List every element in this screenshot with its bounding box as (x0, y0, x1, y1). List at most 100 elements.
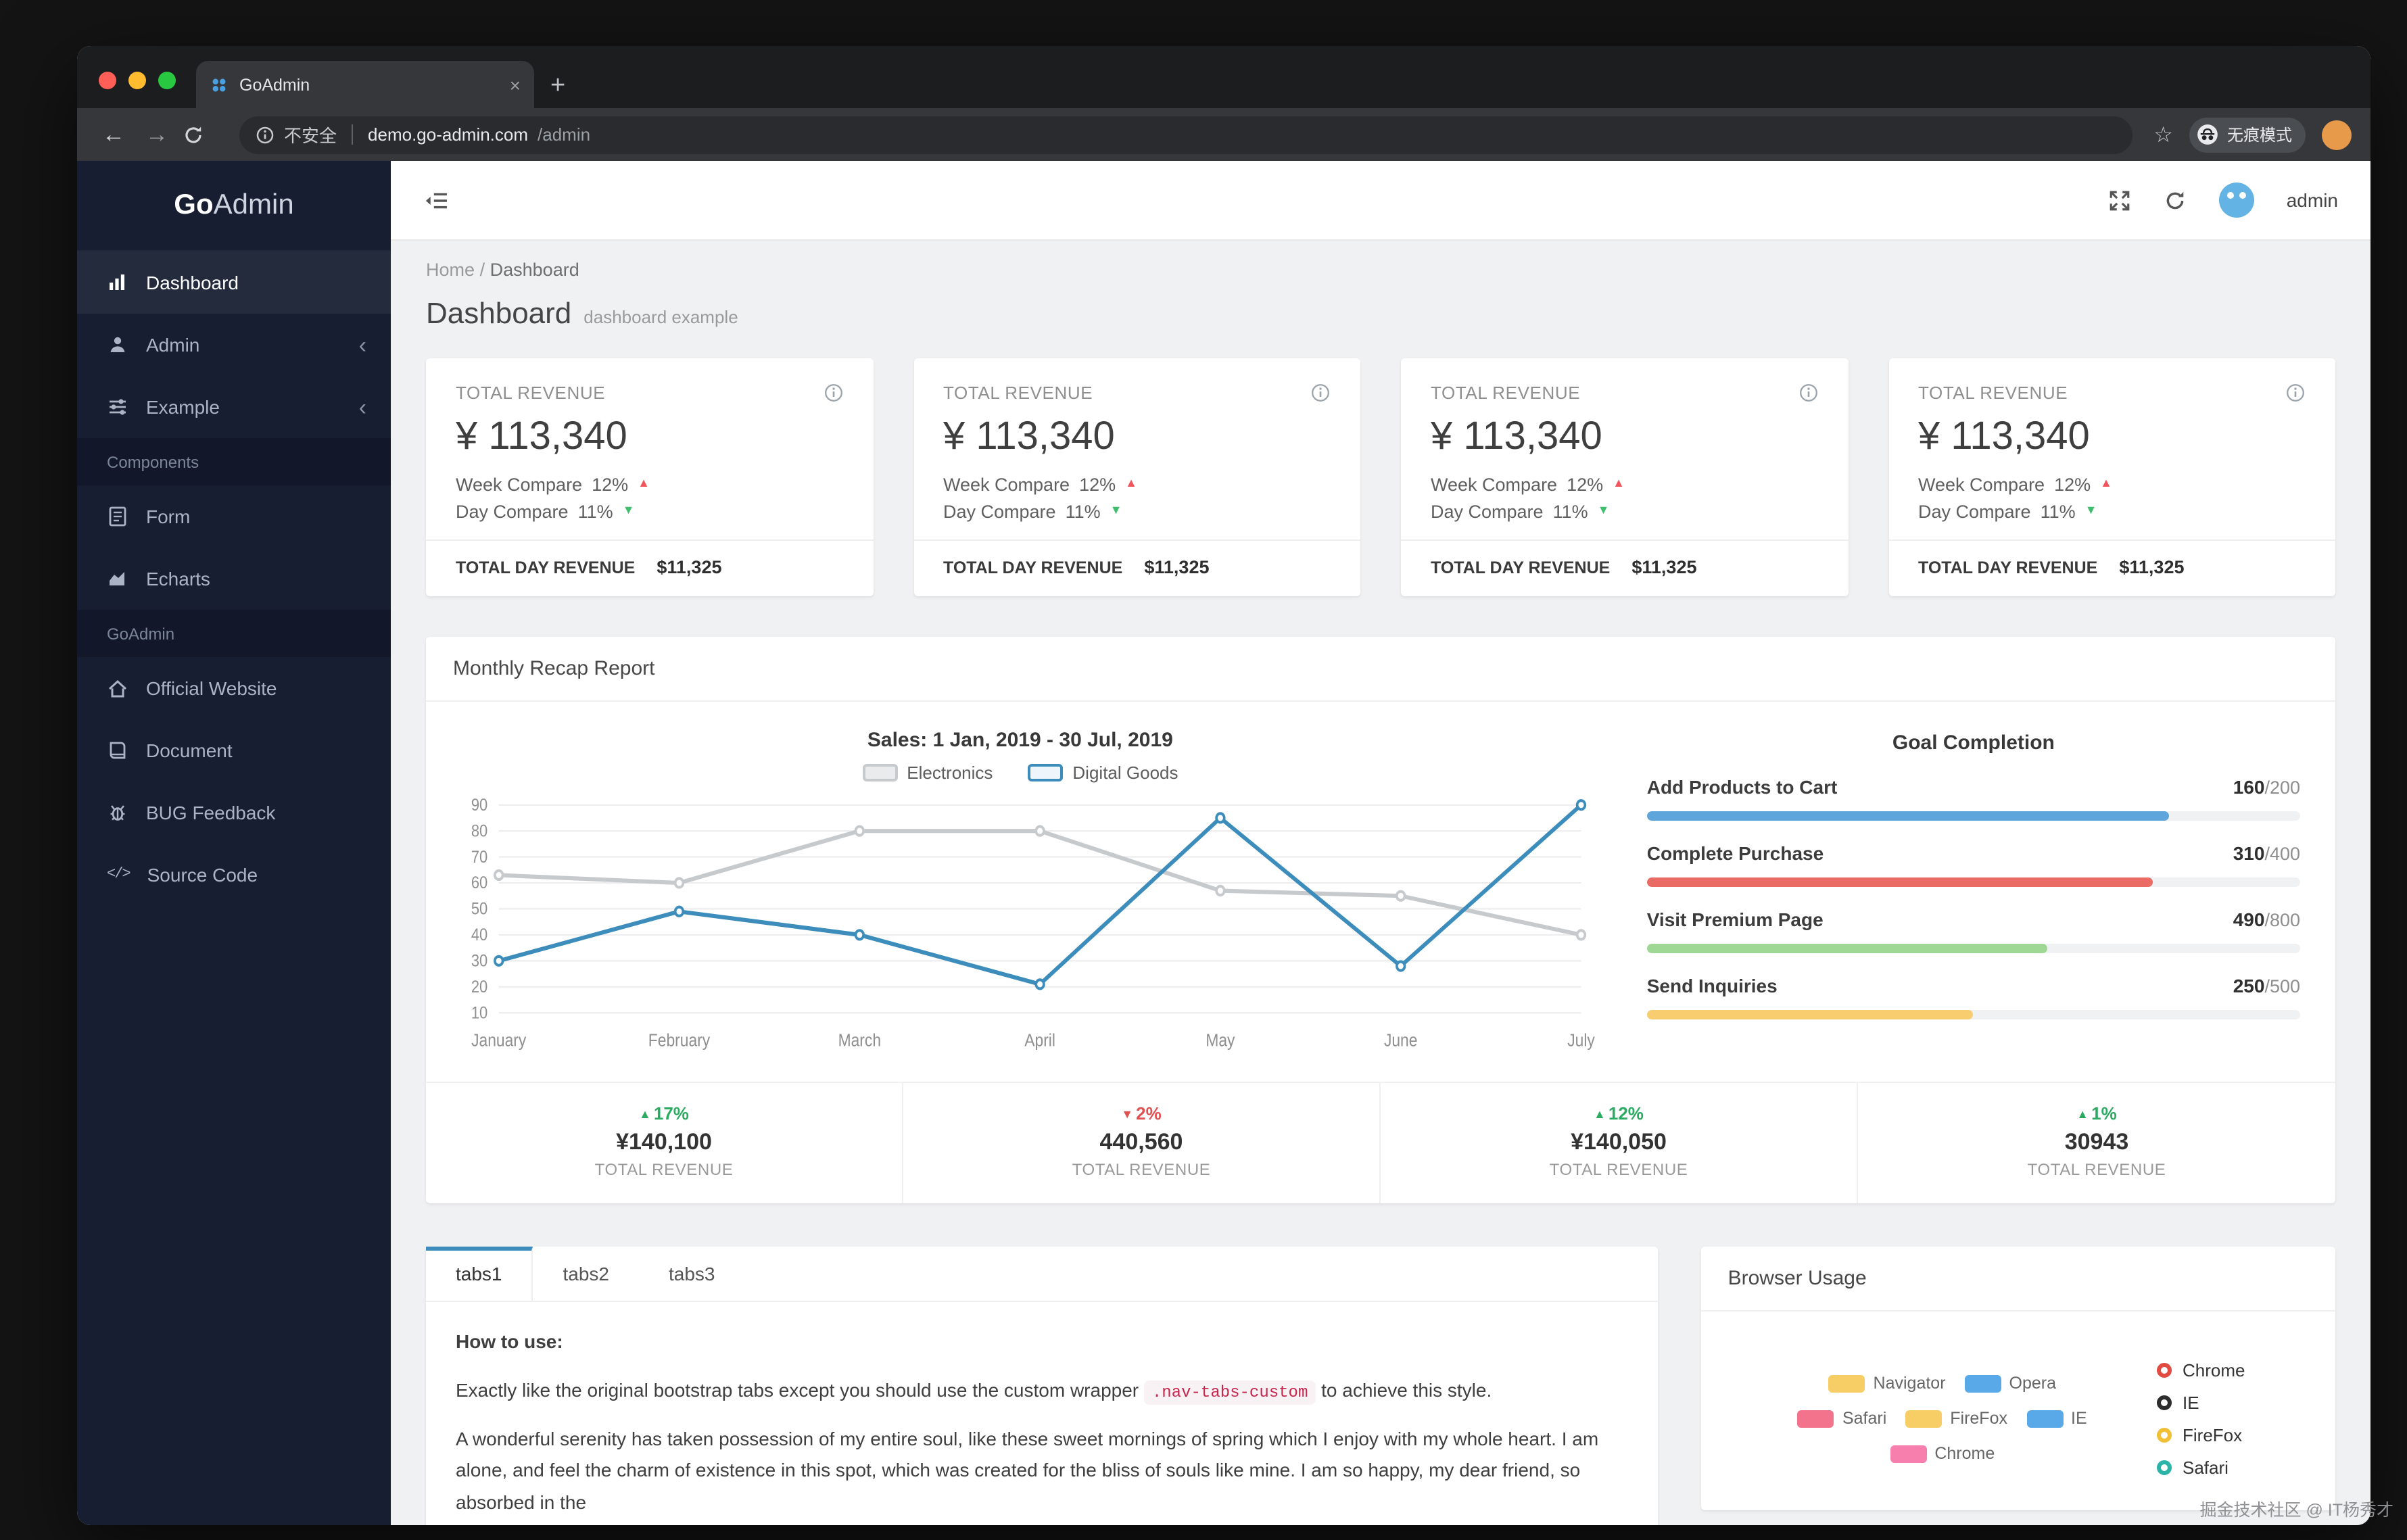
fullscreen-icon[interactable] (2108, 189, 2131, 212)
info-icon[interactable] (1798, 383, 1818, 403)
progress-bar (1646, 944, 2300, 953)
sidebar-item-dashboard[interactable]: Dashboard (77, 251, 391, 314)
tab-tabs2[interactable]: tabs2 (563, 1263, 610, 1284)
new-tab-button[interactable]: + (550, 72, 566, 100)
url-host: demo.go-admin.com (368, 124, 529, 145)
zoom-window-button[interactable] (158, 72, 176, 89)
sidebar-item-bug-feedback[interactable]: BUG Feedback (77, 781, 391, 844)
bookmark-star-icon[interactable]: ☆ (2153, 124, 2173, 147)
arrow-up-icon: ▲ (1594, 1107, 1606, 1121)
ring-chrome[interactable]: Chrome (2157, 1360, 2316, 1380)
svg-text:90: 90 (471, 796, 487, 814)
revenue-amount: ¥ 113,340 (1431, 415, 1602, 458)
ring-icon (2157, 1363, 2172, 1378)
bug-icon (110, 805, 125, 821)
browser-tab-goadmin[interactable]: GoAdmin × (196, 61, 534, 108)
ring-safari[interactable]: Safari (2157, 1458, 2316, 1478)
reload-button[interactable] (183, 124, 218, 145)
legend-navigator[interactable]: Navigator (1828, 1374, 1946, 1393)
goals-title: Goal Completion (1892, 731, 2055, 754)
close-tab-icon[interactable]: × (509, 74, 521, 95)
sidebar-item-example[interactable]: Example ‹ (77, 376, 391, 438)
sidebar-item-echarts[interactable]: Echarts (77, 548, 391, 610)
arrow-up-icon: ▲ (2100, 476, 2112, 489)
goadmin-favicon (212, 78, 226, 91)
user-icon (110, 337, 125, 352)
legend-ie[interactable]: IE (2026, 1409, 2087, 1428)
breadcrumb-home[interactable]: Home (426, 260, 475, 280)
browser-window: GoAdmin × + ← → 不安全 (77, 46, 2370, 1525)
sidebar-toggle-icon[interactable] (423, 189, 449, 212)
chevron-left-icon: ‹ (358, 332, 366, 358)
sidebar-item-label: Official Website (146, 677, 277, 699)
incognito-label: 无痕模式 (2226, 126, 2292, 145)
forward-button[interactable]: → (145, 121, 168, 147)
info-icon[interactable] (823, 383, 843, 403)
howto-heading: How to use: (456, 1330, 563, 1352)
logo-light: Admin (213, 189, 294, 220)
address-bar[interactable]: 不安全 demo.go-admin.com /admin (239, 116, 2132, 153)
arrow-up-icon: ▲ (1613, 476, 1625, 489)
legend-opera[interactable]: Opera (1964, 1374, 2056, 1393)
window-controls (99, 72, 176, 89)
chart-legend: Electronics Digital Goods (439, 763, 1601, 783)
tab-tabs3[interactable]: tabs3 (669, 1263, 715, 1284)
sidebar-item-document[interactable]: Document (77, 719, 391, 781)
svg-text:60: 60 (471, 873, 487, 892)
app-topbar: admin (391, 161, 2370, 241)
revenue-card-2: TOTAL REVENUE ¥ 113,340 Week Compare 12% ▲… (913, 358, 1360, 596)
page-header: Dashboard dashboard example (426, 296, 2335, 331)
sidebar-section-components: Components (77, 438, 391, 485)
summary-stat-3: ▲ 12% ¥140,050 TOTAL REVENUE (1381, 1083, 1858, 1203)
page-title: Dashboard (426, 296, 572, 330)
sliders-icon (110, 399, 126, 415)
divider (1888, 539, 2335, 541)
ring-ie[interactable]: IE (2157, 1393, 2316, 1413)
week-compare-row: Week Compare 12% ▲ (456, 475, 650, 495)
info-icon[interactable] (1310, 383, 1331, 403)
arrow-down-icon: ▼ (2084, 503, 2097, 516)
legend-swatch (2026, 1410, 2063, 1427)
sidebar-item-form[interactable]: Form (77, 485, 391, 548)
user-avatar[interactable] (2218, 183, 2254, 218)
summary-stat-1: ▲ 17% ¥140,100 TOTAL REVENUE (426, 1083, 903, 1203)
profile-avatar[interactable] (2322, 120, 2352, 149)
legend-chrome[interactable]: Chrome (1890, 1444, 1995, 1463)
ring-firefox[interactable]: FireFox (2157, 1425, 2316, 1445)
breadcrumb-separator: / (479, 260, 485, 280)
progress-bar (1646, 877, 2300, 887)
ring-icon (2157, 1428, 2172, 1443)
tab-title: GoAdmin (239, 75, 310, 94)
info-icon[interactable] (2285, 383, 2306, 403)
close-window-button[interactable] (99, 72, 116, 89)
sidebar-item-label: Example (146, 396, 220, 418)
legend-firefox[interactable]: FireFox (1905, 1409, 2007, 1428)
legend-electronics[interactable]: Electronics (862, 763, 993, 783)
site-info-icon[interactable] (256, 125, 275, 144)
minimize-window-button[interactable] (128, 72, 146, 89)
sidebar-item-admin[interactable]: Admin ‹ (77, 314, 391, 376)
arrow-up-icon: ▲ (1125, 476, 1137, 489)
ring-icon (2157, 1395, 2172, 1410)
day-compare-row: Day Compare 11% ▼ (1431, 502, 1610, 522)
sidebar-item-label: BUG Feedback (146, 802, 276, 823)
tab-tabs1[interactable]: tabs1 (426, 1247, 533, 1301)
legend-safari[interactable]: Safari (1797, 1409, 1886, 1428)
goadmin-logo[interactable]: Go Admin (77, 161, 391, 251)
svg-text:40: 40 (471, 925, 487, 944)
svg-text:February: February (648, 1031, 711, 1051)
browser-usage-panel: Browser Usage Navigator Opera Safari (1700, 1247, 2335, 1510)
card-title: TOTAL REVENUE (456, 383, 606, 403)
sidebar-item-label: Source Code (147, 864, 258, 886)
username[interactable]: admin (2286, 189, 2338, 211)
svg-text:30: 30 (471, 951, 487, 969)
card-title: TOTAL REVENUE (1918, 383, 2068, 403)
sidebar-item-official-website[interactable]: Official Website (77, 657, 391, 719)
goal-completion-column: Goal Completion Add Products to Cart 160… (1601, 729, 2306, 1063)
svg-text:70: 70 (471, 848, 487, 866)
sidebar-item-source-code[interactable]: </> Source Code (77, 844, 391, 906)
back-button[interactable]: ← (102, 121, 125, 147)
arrow-down-icon: ▼ (1597, 503, 1610, 516)
legend-digital-goods[interactable]: Digital Goods (1028, 763, 1178, 783)
refresh-icon[interactable] (2164, 189, 2187, 212)
